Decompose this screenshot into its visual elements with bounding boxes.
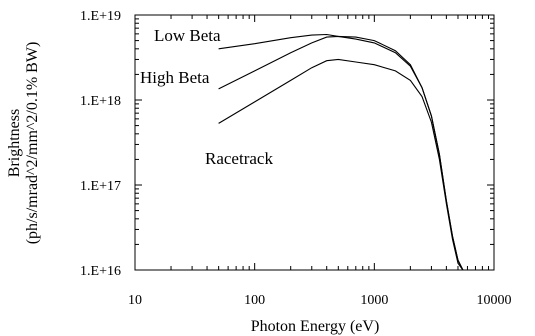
plot-area [134,14,495,271]
y-axis-title-line1: Brightness [6,109,23,177]
y-tick-label: 1.E+17 [80,179,121,194]
annotation-low-beta: Low Beta [154,26,221,45]
y-axis-title-line2: (ph/s/mrad^2/mm^2/0.1% BW) [24,42,41,245]
annotation-racetrack: Racetrack [205,149,273,168]
x-tick-label: 1000 [360,293,388,308]
x-tick-label: 10000 [477,293,512,308]
y-tick-label: 1.E+16 [80,264,121,279]
y-tick-label: 1.E+19 [80,9,121,24]
x-axis-title: Photon Energy (eV) [251,318,380,335]
series-line-racetrack [218,58,464,271]
y-tick-label: 1.E+18 [80,94,121,109]
x-tick-label: 100 [244,293,265,308]
x-tick-label: 10 [128,293,142,308]
annotation-high-beta: High Beta [140,68,210,87]
